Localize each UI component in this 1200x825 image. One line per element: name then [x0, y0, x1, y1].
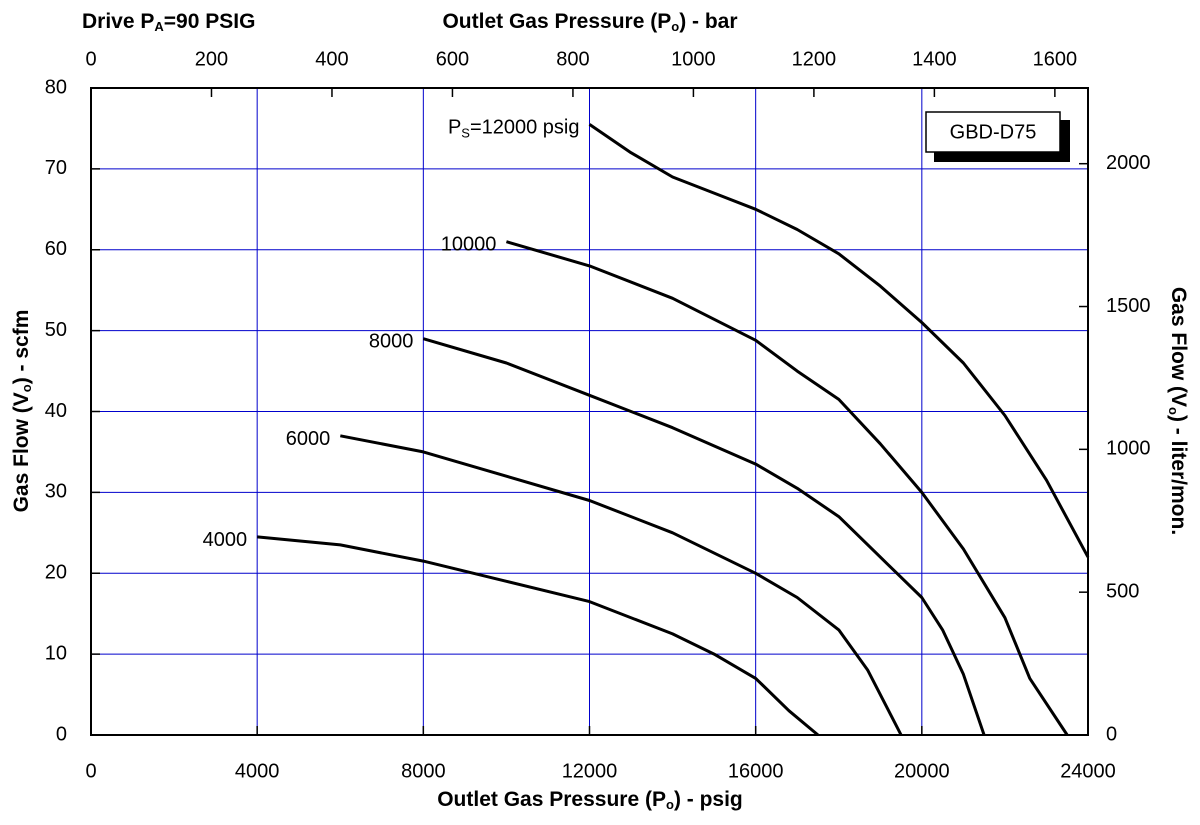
y-axis-title-part: o	[19, 384, 34, 392]
y-axis-title: Gas Flow (Vo) - scfm	[10, 310, 35, 513]
curve	[340, 434, 903, 736]
x-tick-label: 0	[85, 760, 96, 782]
x2-tick-label: 1400	[912, 48, 957, 70]
x2-tick-label: 1000	[671, 48, 716, 70]
x2-tick-label: 400	[315, 48, 348, 70]
curve	[588, 123, 1090, 558]
x2-tick-label: 1600	[1033, 48, 1078, 70]
curve-label-part: 6000	[286, 428, 331, 450]
top-left-label-part: A	[154, 19, 164, 34]
x2-axis-title: Outlet Gas Pressure (Po) - bar	[442, 10, 737, 35]
curve	[422, 337, 986, 736]
x2-tick-label: 200	[195, 48, 228, 70]
curve-label-part: P	[448, 117, 461, 139]
x2-axis-title-part: ) - bar	[679, 10, 737, 33]
x-tick-label: 8000	[401, 760, 446, 782]
curve-label: 10000	[441, 234, 497, 256]
y2-tick-label: 0	[1106, 723, 1117, 745]
y-tick-label: 20	[45, 562, 67, 584]
curve-label: 6000	[286, 428, 331, 450]
x-axis-title-part: ) - psig	[674, 788, 743, 811]
top-left-label: Drive PA=90 PSIG	[82, 10, 255, 35]
x2-tick-label: 600	[436, 48, 469, 70]
curve-label-part: =12000 psig	[470, 117, 580, 139]
x-tick-label: 20000	[894, 760, 950, 782]
y2-axis-title: Gas Flow (Vo) - liter/mon.	[1166, 287, 1191, 535]
x2-axis-title-part: Outlet Gas Pressure (P	[442, 10, 671, 33]
curve-label-part: S	[461, 126, 470, 141]
x-tick-label: 16000	[728, 760, 784, 782]
top-left-label-part: =90 PSIG	[164, 10, 256, 33]
x2-tick-label: 1200	[792, 48, 837, 70]
curve	[505, 240, 1069, 736]
x2-axis-title-part: o	[671, 19, 679, 34]
y-tick-label: 0	[56, 723, 67, 745]
y2-axis-title-part: o	[1166, 407, 1181, 415]
x2-tick-label: 800	[556, 48, 589, 70]
curve	[257, 535, 819, 737]
curve-label: 4000	[203, 529, 248, 551]
x-tick-label: 4000	[235, 760, 280, 782]
y-axis-title-part: Gas Flow (V	[10, 392, 33, 512]
top-left-label-part: Drive P	[82, 10, 154, 33]
x-tick-label: 12000	[562, 760, 618, 782]
y2-tick-label: 500	[1106, 580, 1139, 602]
y2-axis-title-part: ) - liter/mon.	[1167, 415, 1190, 535]
y-tick-label: 70	[45, 157, 67, 179]
y-axis-title-part: ) - scfm	[10, 310, 33, 385]
annotation: GBD-D75	[950, 121, 1037, 143]
y-tick-label: 40	[45, 400, 67, 422]
y-tick-label: 60	[45, 238, 67, 260]
y-tick-label: 30	[45, 481, 67, 503]
y-tick-label: 50	[45, 319, 67, 341]
y-tick-label: 80	[45, 76, 67, 98]
y2-tick-label: 1000	[1106, 438, 1151, 460]
x-axis-title-part: Outlet Gas Pressure (P	[437, 788, 666, 811]
curve-label: PS=12000 psig	[448, 117, 580, 141]
x2-tick-label: 0	[85, 48, 96, 70]
y-tick-label: 10	[45, 642, 67, 664]
x-axis-title: Outlet Gas Pressure (Po) - psig	[437, 788, 743, 813]
curve-label-part: 10000	[441, 234, 497, 256]
y2-tick-label: 2000	[1106, 152, 1151, 174]
y2-tick-label: 1500	[1106, 295, 1151, 317]
curve-label-part: 8000	[369, 331, 414, 353]
x-axis-title-part: o	[666, 797, 674, 812]
curve-label: 8000	[369, 331, 414, 353]
y2-axis-title-part: Gas Flow (V	[1167, 287, 1190, 407]
x-tick-label: 24000	[1060, 760, 1116, 782]
annotation-box	[925, 111, 1061, 153]
curve-label-part: 4000	[203, 529, 248, 551]
